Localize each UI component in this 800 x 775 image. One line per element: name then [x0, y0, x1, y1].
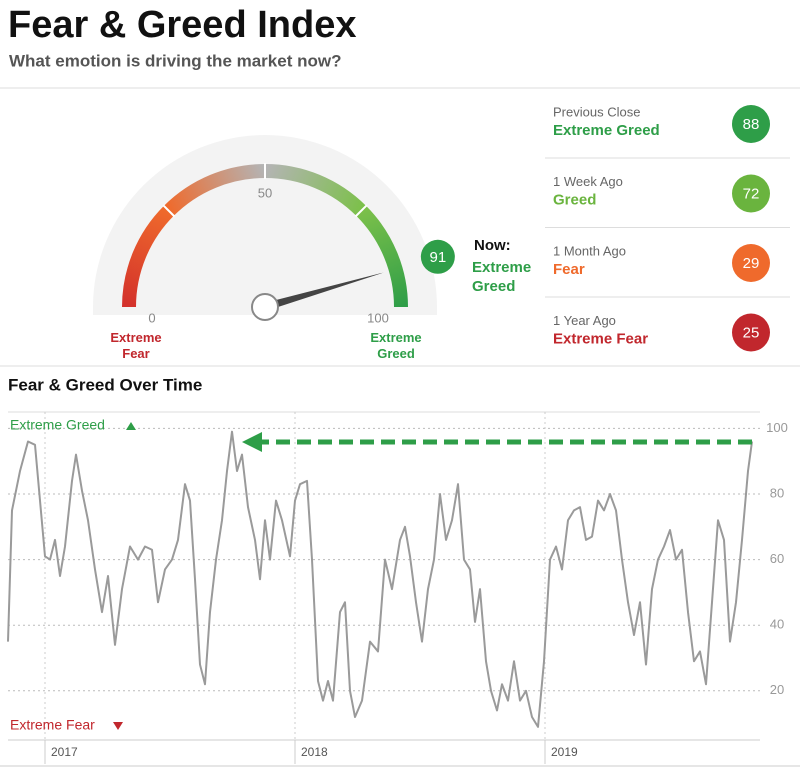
history-label: 1 Week Ago	[553, 174, 623, 189]
history-value: 72	[743, 185, 760, 202]
chart-title: Fear & Greed Over Time	[8, 375, 202, 394]
gauge-tick-label: 50	[258, 185, 272, 200]
gauge-needle	[263, 272, 385, 311]
history-value: 88	[743, 116, 760, 133]
history-label: Previous Close	[553, 104, 640, 119]
band-divider	[354, 204, 368, 218]
y-tick-label: 20	[770, 682, 784, 697]
needle-hub	[251, 293, 279, 321]
history-rating: Extreme Greed	[553, 122, 660, 139]
band-divider	[162, 204, 176, 218]
gauge-max-label: Extreme Greed	[370, 330, 422, 361]
y-tick-label: 80	[770, 485, 784, 500]
x-tick-label: 2017	[51, 745, 78, 759]
history-value: 25	[743, 324, 760, 341]
history-bubble	[732, 244, 770, 282]
y-tick-label: 100	[766, 420, 788, 435]
page-title: Fear & Greed Index	[8, 4, 356, 46]
gauge-value: 91	[430, 249, 447, 266]
gauge-band	[356, 205, 408, 308]
gauge-band	[264, 164, 367, 216]
gauge-background	[93, 135, 437, 315]
x-tick-label: 2019	[551, 745, 578, 759]
now-label: Now:	[474, 237, 511, 254]
history-rating: Extreme Fear	[553, 330, 648, 347]
up-arrow	[126, 422, 136, 430]
x-tick-label: 2018	[301, 745, 328, 759]
history-rating: Greed	[553, 191, 596, 208]
gauge-tick-label: 0	[148, 310, 155, 325]
index-line	[7, 430, 753, 728]
history-value: 29	[743, 255, 760, 272]
history-bubble	[732, 105, 770, 143]
gauge-band	[163, 164, 266, 216]
gauge-tick-label: 100	[367, 310, 389, 325]
down-arrow	[113, 722, 123, 730]
history-bubble	[732, 313, 770, 352]
y-tick-label: 40	[770, 617, 784, 632]
history-label: 1 Year Ago	[553, 313, 616, 328]
history-rating: Fear	[553, 261, 585, 278]
gauge-value-bubble	[420, 239, 455, 274]
annotation-arrowhead	[242, 432, 262, 452]
y-tick-label: 60	[770, 551, 784, 566]
gauge-min-label: Extreme Fear	[110, 330, 162, 361]
history-label: 1 Month Ago	[553, 243, 626, 258]
bottom-zone-label: Extreme Fear	[10, 717, 95, 733]
history-bubble	[732, 174, 770, 213]
top-zone-label: Extreme Greed	[10, 417, 105, 433]
now-rating: Extreme Greed	[472, 259, 532, 295]
gauge-band	[122, 205, 174, 308]
page-subtitle: What emotion is driving the market now?	[9, 51, 341, 70]
